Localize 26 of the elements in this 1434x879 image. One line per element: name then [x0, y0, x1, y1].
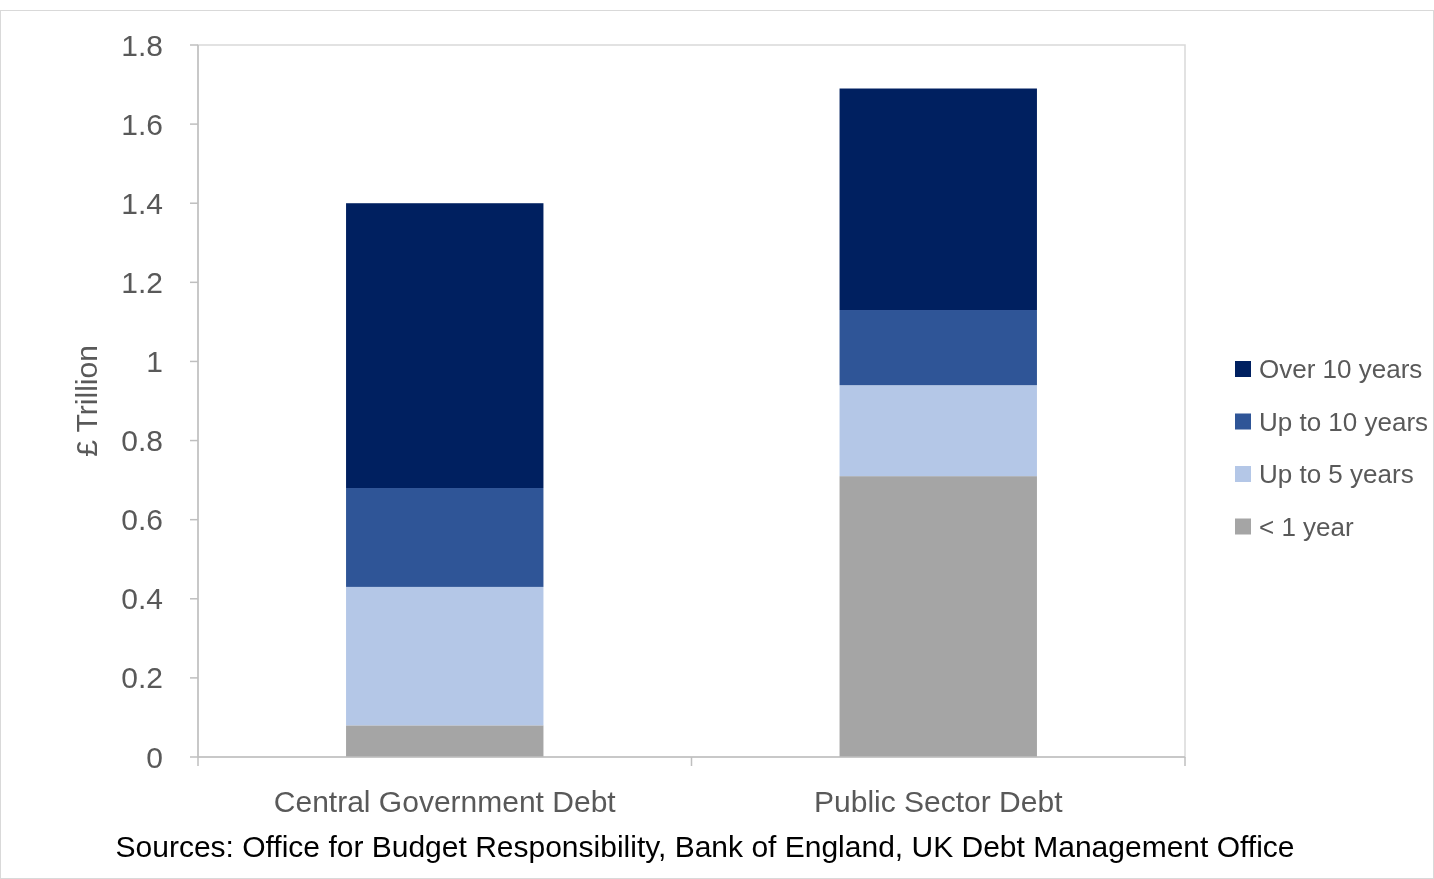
y-tick-label: 1.4	[121, 186, 163, 220]
y-tick-label: 1.6	[121, 107, 163, 141]
y-tick-label: 0	[146, 740, 163, 774]
y-axis-title: £ Trillion	[70, 345, 103, 457]
legend-label: Up to 5 years	[1259, 459, 1414, 490]
x-tick-label: Central Government Debt	[273, 785, 617, 818]
y-tick-label: 0.8	[121, 424, 163, 458]
legend-label: Over 10 years	[1259, 354, 1423, 385]
bar	[839, 385, 1037, 477]
x-tick-label: Public Sector Debt	[814, 785, 1064, 818]
y-tick-label: 0.6	[121, 503, 163, 537]
legend-label: Up to 10 years	[1259, 406, 1429, 437]
legend-label: < 1 year	[1259, 511, 1355, 542]
bar	[839, 476, 1037, 757]
bar	[839, 88, 1037, 311]
bar	[346, 488, 544, 587]
y-tick-label: 0.2	[121, 661, 163, 695]
y-tick-label: 1.2	[121, 265, 163, 299]
bar	[346, 586, 544, 726]
source-note: Sources: Office for Budget Responsibility, Bank of England, UK Debt Management Office	[115, 830, 1295, 863]
bar	[839, 310, 1037, 386]
y-tick-label: 1	[146, 344, 163, 378]
bar	[346, 725, 544, 757]
y-tick-label: 0.4	[121, 582, 163, 616]
y-tick-label: 1.8	[121, 28, 163, 62]
bar	[346, 203, 544, 489]
